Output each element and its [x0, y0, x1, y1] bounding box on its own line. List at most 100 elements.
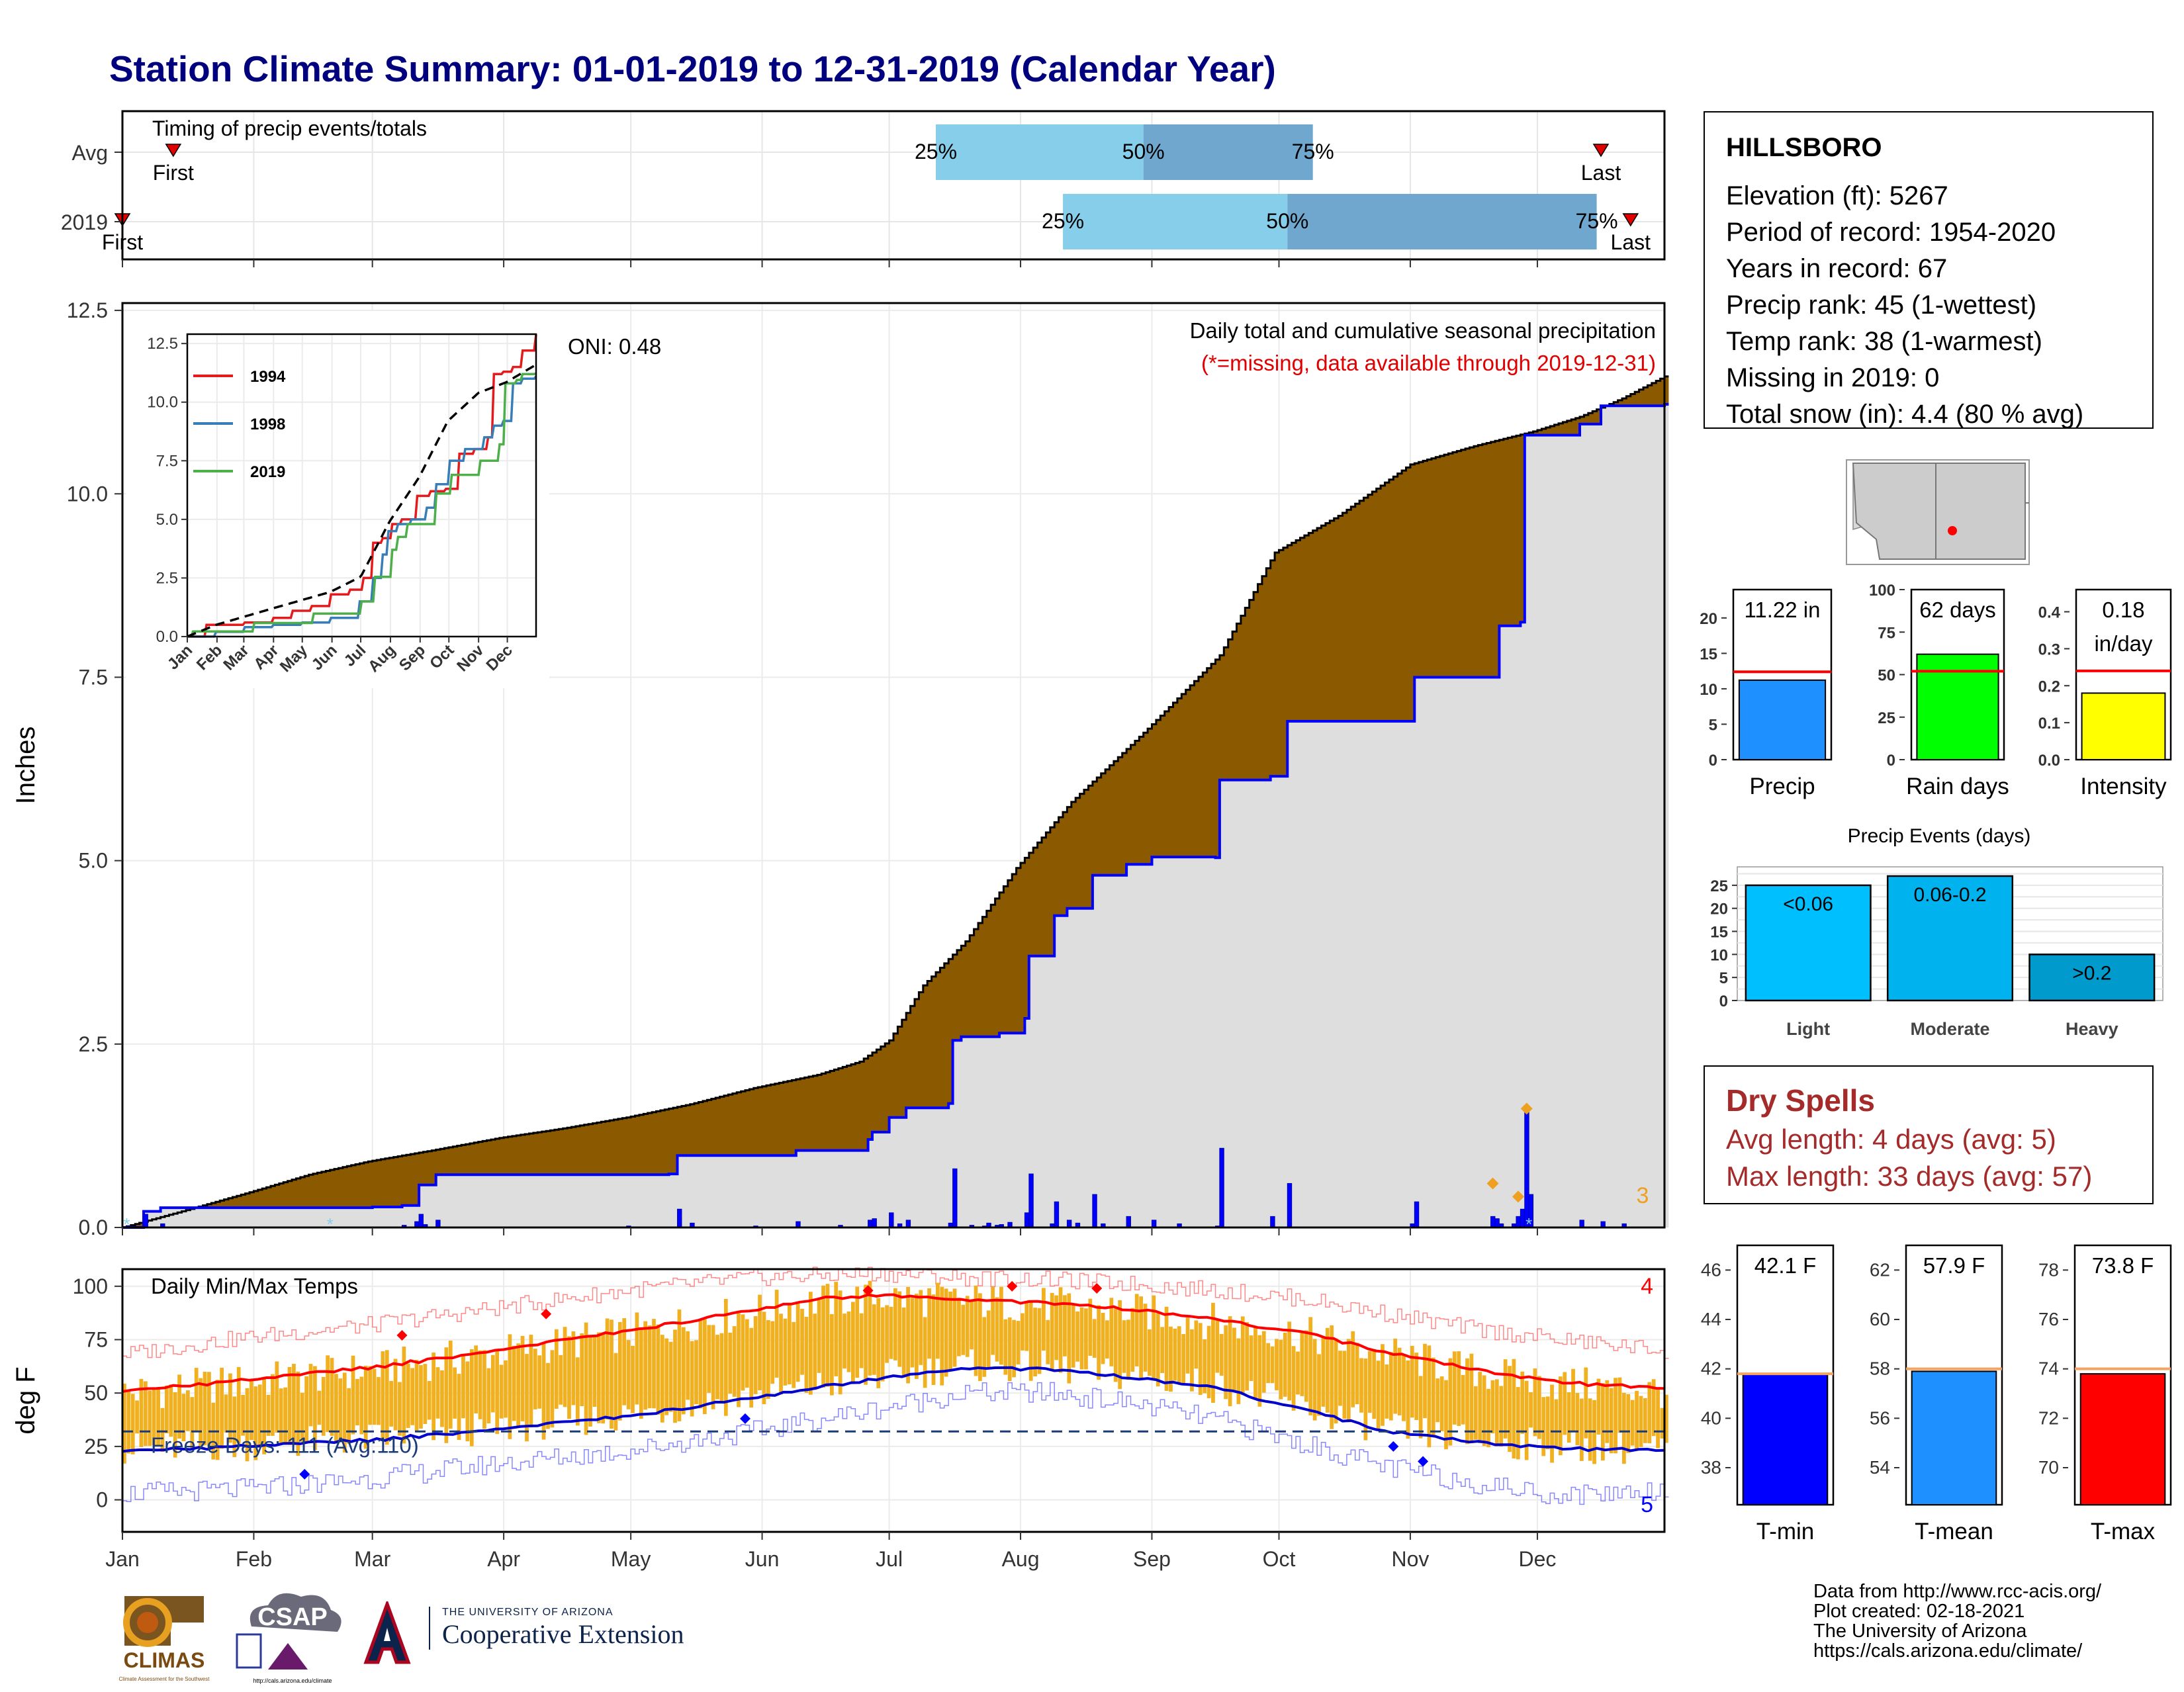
precip-daily-bar [1054, 1201, 1060, 1228]
mini-intensity-value-label-2: in/day [2094, 631, 2153, 656]
temp-daily-bar [1512, 1358, 1516, 1459]
page-title: Station Climate Summary: 01-01-2019 to 1… [109, 48, 1276, 89]
temp-daily-bar [643, 1321, 648, 1410]
temp-daily-bar [1245, 1322, 1250, 1391]
temp-daily-bar [1050, 1292, 1054, 1371]
temp-daily-bar [1088, 1298, 1093, 1356]
temp-daily-bar [533, 1349, 537, 1409]
temp-daily-bar [1330, 1325, 1334, 1429]
temp-daily-bar [1071, 1303, 1075, 1368]
temp-daily-bar [1435, 1378, 1440, 1423]
temp-daily-bar [728, 1332, 733, 1394]
temp-daily-bar [1516, 1387, 1520, 1460]
events-y-tick-label: 10 [1710, 946, 1728, 964]
temp-daily-bar [1143, 1304, 1148, 1372]
temp-daily-bar [165, 1385, 169, 1434]
temp-daily-bar [804, 1316, 809, 1393]
footer-plot-created: Plot created: 02-18-2021 [1813, 1601, 2025, 1622]
precip-subtitle: (*=missing, data available through 2019-… [1201, 351, 1656, 375]
temp-daily-bar [135, 1400, 139, 1434]
temp-daily-bar [1130, 1308, 1135, 1372]
map-border-icon [1935, 463, 2029, 504]
precip-avg-line [122, 375, 1669, 1229]
temp-daily-bar [359, 1376, 364, 1435]
precip-daily-bar [872, 1218, 877, 1228]
temp-daily-bar [207, 1372, 211, 1447]
temp-x-tick-label: Jun [745, 1547, 780, 1571]
temp-daily-bar [1351, 1331, 1355, 1407]
temp-daily-bar [1600, 1383, 1605, 1461]
mini-tmin-y-tick-label: 40 [1701, 1407, 1721, 1428]
temp-daily-bar [1109, 1298, 1114, 1366]
temp-daily-bar [1287, 1321, 1292, 1401]
temp-daily-bar [1325, 1327, 1330, 1413]
temp-daily-bar [1003, 1319, 1008, 1375]
temp-daily-bar [300, 1392, 304, 1443]
precip-daily-bar [1028, 1173, 1034, 1228]
temp-daily-bar [923, 1317, 927, 1388]
temp-daily-bar [1122, 1320, 1126, 1373]
temp-daily-bar [1414, 1353, 1419, 1420]
temp-daily-bar [829, 1314, 834, 1396]
temp-daily-bar [906, 1286, 910, 1384]
precip-corner-count: 3 [1637, 1183, 1649, 1208]
temp-daily-bar [1308, 1317, 1313, 1415]
temp-daily-bar [711, 1325, 715, 1409]
precip-y-tick-label: 2.5 [79, 1032, 108, 1056]
temp-daily-bar [541, 1342, 546, 1440]
mini-precip-y-tick-label: 0 [1709, 752, 1717, 770]
temp-daily-bar [1317, 1354, 1321, 1416]
temp-record-high-point [1091, 1283, 1103, 1294]
timing-pct-label: 50% [1122, 140, 1165, 163]
temp-daily-bar [813, 1314, 817, 1390]
temp-daily-bar [872, 1304, 876, 1375]
mini-precip-y-tick-label: 5 [1709, 716, 1717, 734]
precip-daily-bar [1516, 1216, 1521, 1228]
temp-daily-bar [478, 1350, 482, 1419]
temp-daily-bar [1249, 1335, 1253, 1381]
temp-daily-bar [601, 1332, 606, 1424]
temp-daily-bar [978, 1293, 982, 1381]
climas-circle-icon [123, 1598, 172, 1647]
temp-daily-bar [965, 1296, 970, 1357]
temp-daily-bar [1240, 1316, 1245, 1396]
temp-daily-bar [461, 1356, 465, 1419]
temp-daily-bar [160, 1407, 165, 1452]
temp-daily-bar [190, 1397, 195, 1448]
inset-legend-label: 2019 [250, 463, 285, 481]
mini-raindays-y-tick-label: 25 [1878, 709, 1895, 727]
temp-daily-bar [499, 1364, 504, 1419]
station-temp-rank: Temp rank: 38 (1-warmest) [1726, 327, 2042, 356]
temp-daily-bar [1397, 1347, 1402, 1415]
temp-daily-bar [723, 1299, 728, 1416]
timing-row-label: 2019 [61, 210, 108, 234]
temp-daily-bar [377, 1377, 381, 1425]
temp-daily-bar [1541, 1397, 1546, 1456]
temp-daily-bar [559, 1355, 563, 1405]
dry-spells-avg: Avg length: 4 days (avg: 5) [1726, 1124, 2056, 1155]
ua-logo [361, 1599, 414, 1668]
temp-daily-bar [220, 1367, 224, 1449]
precip-frame [121, 302, 1666, 1229]
temp-daily-bar [1283, 1332, 1287, 1397]
mini-precip-category-label: Precip [1749, 774, 1815, 799]
temp-x-tick-label: Dec [1519, 1547, 1557, 1571]
events-bar-label: 0.06-0.2 [1913, 884, 1986, 906]
temp-daily-bar [1228, 1316, 1232, 1407]
temp-daily-bar [758, 1294, 762, 1391]
mini-tmax-value-label: 73.8 F [2092, 1253, 2154, 1278]
temp-daily-bar [567, 1336, 571, 1419]
mini-tmean-bar [1911, 1370, 1997, 1505]
temp-daily-bar [181, 1394, 186, 1442]
temp-daily-bar [236, 1366, 241, 1444]
mini-tmean-value-label: 57.9 F [1923, 1253, 1985, 1278]
temp-daily-bar [1567, 1392, 1571, 1443]
csap-logo-url: http://cals.arizona.edu/climate [253, 1677, 332, 1684]
temp-title: Daily Min/Max Temps [151, 1274, 358, 1298]
precip-deficit-area [122, 376, 1669, 1227]
mini-intensity-y-tick-label: 0.3 [2038, 641, 2060, 658]
temp-daily-bar [126, 1390, 131, 1454]
temp-daily-bar [944, 1288, 948, 1377]
temp-daily-bar [1126, 1319, 1130, 1380]
